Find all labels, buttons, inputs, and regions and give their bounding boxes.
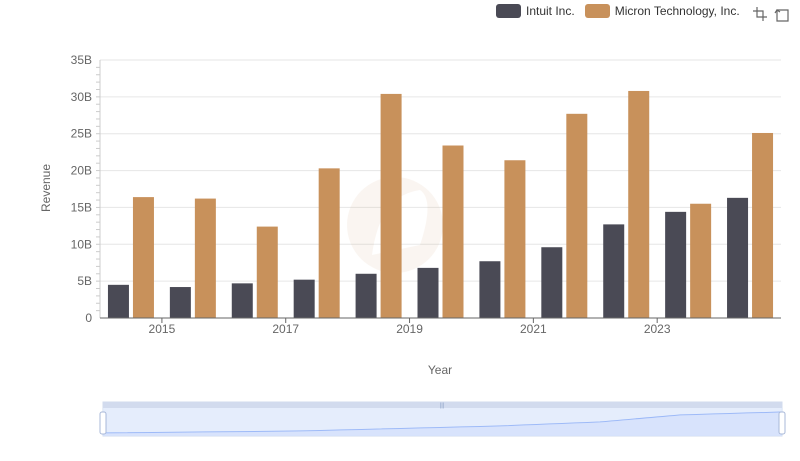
- data-zoom-slider[interactable]: |||: [99, 401, 786, 437]
- bar-micron-2016[interactable]: [256, 226, 278, 318]
- x-tick-labels: 2015 2017 2019 2021 2023: [149, 318, 671, 336]
- bar-intuit-2014[interactable]: [107, 284, 129, 318]
- y-tick-label: 25B: [71, 127, 92, 141]
- data-zoom-top-bar[interactable]: [103, 402, 782, 408]
- x-tick-label: 2017: [272, 322, 299, 336]
- bar-intuit-2018[interactable]: [355, 273, 377, 318]
- x-tick-label: 2023: [644, 322, 671, 336]
- bar-micron-2021[interactable]: [566, 113, 588, 318]
- legend-label: Intuit Inc.: [526, 4, 575, 18]
- bar-micron-2019[interactable]: [442, 145, 464, 318]
- bar-micron-2022[interactable]: [628, 90, 650, 319]
- bars: [107, 90, 774, 319]
- bar-intuit-2021[interactable]: [541, 247, 563, 318]
- y-tick-labels: 0 5B 10B 15B 20B 25B 30B 35B: [71, 53, 93, 325]
- legend: Intuit Inc. Micron Technology, Inc.: [496, 4, 750, 18]
- x-tick-label: 2015: [149, 322, 176, 336]
- bar-micron-2014[interactable]: [132, 197, 154, 318]
- restore-icon[interactable]: [774, 6, 790, 22]
- y-tick-label: 5B: [77, 274, 92, 288]
- x-tick-label: 2021: [520, 322, 547, 336]
- bar-intuit-2016[interactable]: [231, 283, 253, 318]
- bar-micron-2017[interactable]: [318, 168, 340, 318]
- toolbox: [746, 6, 790, 22]
- y-tick-label: 20B: [71, 164, 92, 178]
- data-zoom-right-handle[interactable]: [778, 411, 786, 435]
- svg-text:|||: |||: [440, 403, 445, 409]
- bar-intuit-2023[interactable]: [665, 211, 687, 318]
- data-zoom-left-handle[interactable]: [99, 411, 107, 435]
- axes: [96, 60, 781, 319]
- legend-item-micron[interactable]: Micron Technology, Inc.: [584, 4, 740, 18]
- bar-micron-2015[interactable]: [194, 198, 216, 318]
- y-tick-label: 30B: [71, 90, 92, 104]
- legend-swatch: [584, 4, 610, 18]
- y-tick-label: 10B: [71, 237, 92, 251]
- bar-intuit-2022[interactable]: [603, 224, 625, 318]
- bar-intuit-2019[interactable]: [417, 267, 439, 318]
- bar-intuit-2020[interactable]: [479, 261, 501, 318]
- bar-intuit-2015[interactable]: [169, 287, 191, 318]
- y-tick-label: 15B: [71, 200, 92, 214]
- y-axis-label: Revenue: [39, 164, 53, 212]
- bar-micron-2024[interactable]: [752, 132, 774, 318]
- bar-intuit-2024[interactable]: [727, 197, 749, 318]
- legend-item-intuit[interactable]: Intuit Inc.: [496, 4, 575, 18]
- bar-micron-2018[interactable]: [380, 93, 402, 318]
- legend-label: Micron Technology, Inc.: [614, 4, 740, 18]
- x-tick-label: 2019: [396, 322, 423, 336]
- y-tick-label: 0: [85, 311, 92, 325]
- x-axis-label: Year: [428, 363, 452, 377]
- legend-swatch: [496, 4, 521, 18]
- bar-micron-2020[interactable]: [504, 160, 526, 318]
- bar-micron-2023[interactable]: [690, 203, 712, 318]
- bar-intuit-2017[interactable]: [293, 279, 315, 318]
- zoom-icon[interactable]: [752, 6, 768, 22]
- y-tick-label: 35B: [71, 53, 92, 67]
